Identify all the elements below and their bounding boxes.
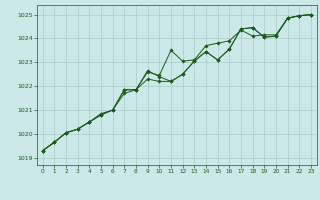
Text: Graphe pression niveau de la mer (hPa): Graphe pression niveau de la mer (hPa) xyxy=(72,186,248,196)
